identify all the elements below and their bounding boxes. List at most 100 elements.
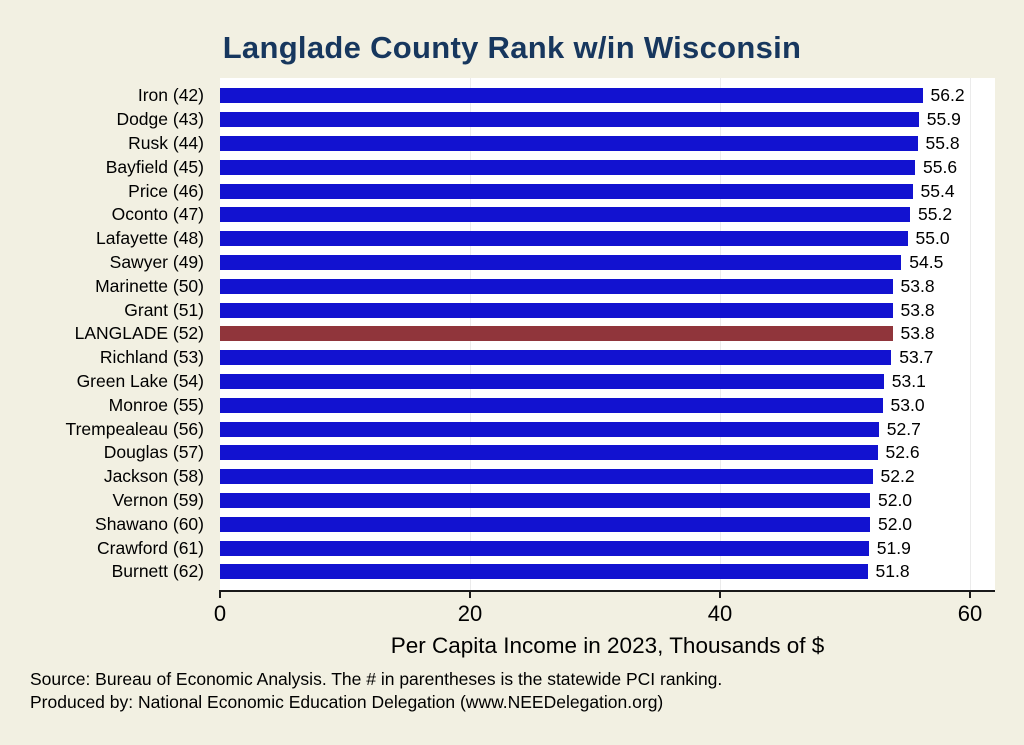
- value-label: 55.0: [915, 228, 950, 249]
- bar-track: 52.7: [220, 418, 995, 439]
- bar-row: Price (46) 55.4: [0, 181, 995, 202]
- bar-row: Douglas (57) 52.6: [0, 442, 995, 463]
- bar-track: 52.0: [220, 489, 995, 510]
- bar-track: 55.8: [220, 133, 995, 153]
- bar-row: Lafayette (48) 55.0: [0, 228, 995, 249]
- bar-row: Grant (51) 53.8: [0, 300, 995, 321]
- x-tick-label: 60: [957, 601, 983, 626]
- bar-track: 55.4: [220, 181, 995, 201]
- bar-row: Shawano (60) 52.0: [0, 514, 995, 535]
- gridline: [970, 78, 971, 590]
- bar-track: 55.2: [220, 204, 995, 225]
- bar-track: 52.0: [220, 513, 995, 534]
- value-label: 51.9: [876, 537, 911, 558]
- value-label: 53.8: [900, 323, 935, 344]
- bar-row: Jackson (58) 52.2: [0, 466, 995, 487]
- bar: [220, 112, 919, 128]
- bar-track: 53.7: [220, 347, 995, 368]
- bar-rows: Iron (42) 56.2 Dodge (43) 55.9 Rusk (44) 55.8…: [0, 78, 995, 590]
- value-label: 53.1: [891, 370, 926, 391]
- bar: [220, 469, 873, 485]
- value-label: 53.8: [900, 299, 935, 320]
- category-label: Douglas (57): [103, 442, 204, 463]
- category-label: Trempealeau (56): [65, 418, 204, 439]
- bar: [220, 231, 908, 247]
- bar: [220, 88, 923, 104]
- value-label: 52.7: [886, 418, 921, 439]
- value-label: 55.9: [926, 109, 961, 130]
- bar-row: Oconto (47) 55.2: [0, 204, 995, 225]
- x-tick: [719, 590, 721, 598]
- bar-row: LANGLADE (52) 53.8: [0, 323, 995, 344]
- bar-row: Iron (42) 56.2: [0, 85, 995, 106]
- chart-title: Langlade County Rank w/in Wisconsin: [222, 30, 802, 65]
- category-label: Dodge (43): [116, 109, 204, 130]
- bar-row: Monroe (55) 53.0: [0, 395, 995, 416]
- value-label: 53.7: [899, 347, 934, 368]
- category-label: LANGLADE (52): [74, 323, 204, 344]
- category-label: Jackson (58): [103, 466, 204, 487]
- x-tick-label: 0: [213, 601, 227, 626]
- bar: [220, 397, 883, 413]
- value-label: 52.0: [877, 513, 913, 534]
- bar-row: Vernon (59) 52.0: [0, 490, 995, 511]
- value-label: 52.6: [885, 442, 920, 463]
- bar: [220, 302, 893, 318]
- bar-row: Dodge (43) 55.9: [0, 109, 995, 130]
- category-label: Iron (42): [137, 85, 204, 106]
- bar: [220, 350, 892, 366]
- source-line: Source: Bureau of Economic Analysis. The…: [30, 669, 723, 689]
- x-tick-label: 20: [457, 601, 483, 626]
- bar-row: Marinette (50) 53.8: [0, 276, 995, 297]
- bar-track: 54.5: [220, 252, 995, 272]
- bar-track: 53.1: [220, 370, 995, 391]
- category-label: Vernon (59): [112, 489, 204, 510]
- produced-by-line: Produced by: National Economic Education…: [30, 692, 664, 713]
- value-label: 53.0: [890, 394, 925, 415]
- value-label: 52.0: [877, 489, 913, 510]
- x-tick: [219, 590, 221, 598]
- bar-track: 52.6: [220, 442, 995, 463]
- category-label: Oconto (47): [111, 204, 204, 225]
- bar-track: 51.8: [220, 561, 995, 582]
- value-label: 53.8: [900, 275, 935, 296]
- bar: [220, 207, 910, 223]
- bar-track: 53.0: [220, 394, 995, 415]
- bar: [220, 564, 868, 580]
- category-label: Bayfield (45): [105, 156, 204, 177]
- bar: [220, 421, 879, 437]
- category-label: Grant (51): [124, 299, 204, 320]
- value-label: 51.8: [875, 561, 910, 582]
- value-label: 56.2: [930, 85, 965, 106]
- bar-row: Richland (53) 53.7: [0, 347, 995, 368]
- bar: [220, 445, 878, 461]
- bar-row: Green Lake (54) 53.1: [0, 371, 995, 392]
- bar-track: 55.0: [220, 228, 995, 249]
- bar-row: Sawyer (49) 54.5: [0, 252, 995, 273]
- bar-track: 52.2: [220, 466, 995, 487]
- category-label: Green Lake (54): [76, 370, 204, 391]
- bar: [220, 373, 884, 389]
- x-tick: [969, 590, 971, 598]
- bar-track: 55.6: [220, 157, 995, 177]
- bar-track: 53.8: [220, 275, 995, 296]
- value-label: 52.2: [880, 466, 915, 487]
- value-label: 55.2: [918, 204, 953, 225]
- bar-track: 53.8: [220, 299, 995, 320]
- category-label: Burnett (62): [111, 561, 204, 582]
- x-tick-label: 40: [707, 601, 733, 626]
- bar: [220, 159, 915, 175]
- category-label: Richland (53): [99, 347, 204, 368]
- bar: [220, 278, 893, 294]
- bar-row: Crawford (61) 51.9: [0, 538, 995, 559]
- bar: [220, 540, 869, 556]
- bar: [220, 254, 902, 270]
- x-tick: [469, 590, 471, 598]
- bar-track: 53.8: [220, 323, 995, 344]
- category-label: Crawford (61): [97, 537, 204, 558]
- x-axis-label: Per Capita Income in 2023, Thousands of …: [390, 633, 825, 658]
- category-label: Sawyer (49): [109, 251, 204, 272]
- bar-row: Bayfield (45) 55.6: [0, 157, 995, 178]
- category-label: Monroe (55): [108, 394, 204, 415]
- bar-track: 55.9: [220, 109, 995, 130]
